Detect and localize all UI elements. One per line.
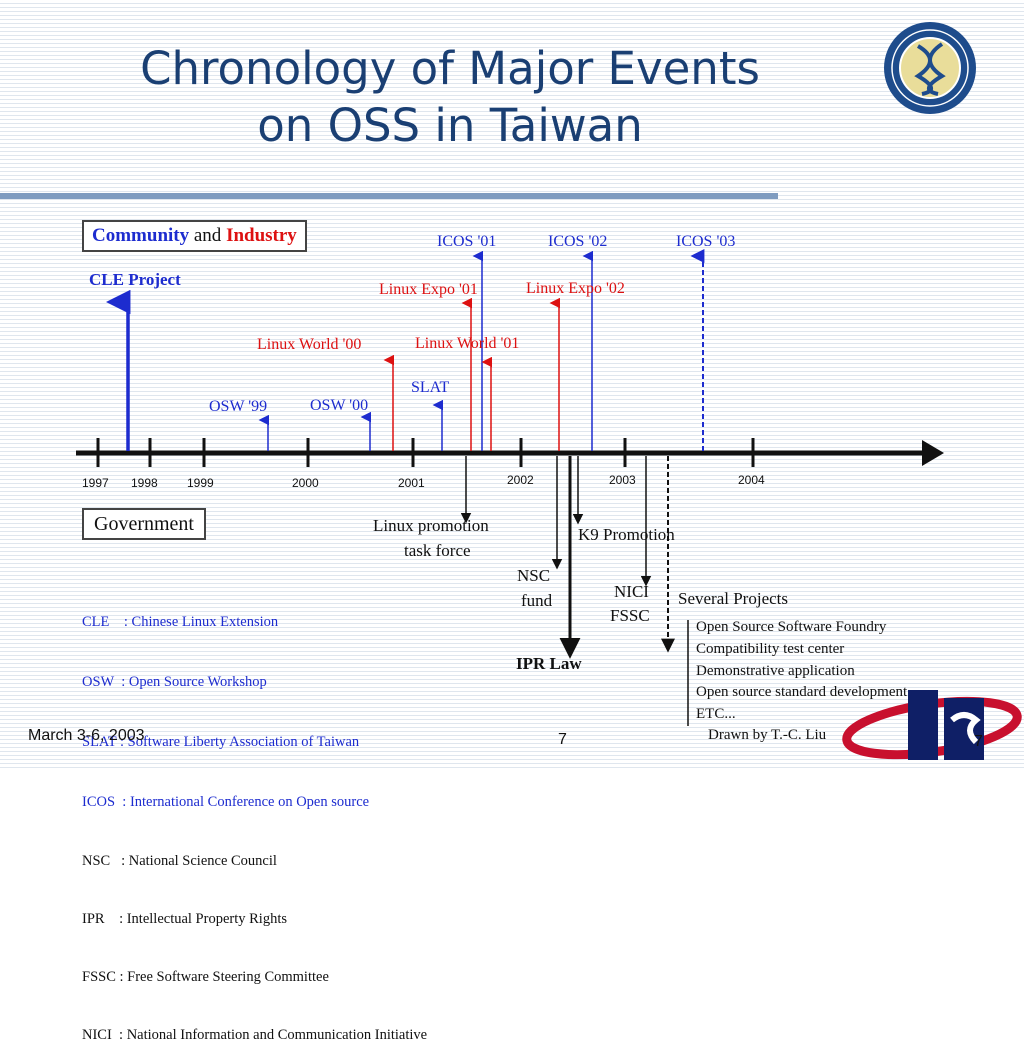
timeline-arrowhead: [922, 440, 944, 466]
icos03-label: ICOS '03: [676, 233, 735, 250]
project-item: Compatibility test center: [696, 641, 844, 657]
government-box: Government: [82, 508, 206, 540]
several-projects-label: Several Projects: [678, 589, 788, 608]
linux-promotion-label-1: Linux promotion: [373, 516, 489, 535]
glossary-entry: ICOS : International Conference on Open …: [82, 794, 370, 810]
fund-label: fund: [521, 591, 553, 610]
linux-promotion-label-2: task force: [404, 541, 471, 560]
logo-page-number: 7: [974, 733, 983, 750]
striped-background: [0, 0, 1024, 768]
slide-title: Chronology of Major Events on OSS in Tai…: [40, 40, 860, 154]
abbreviation-glossary: CLE : Chinese Linux Extension OSW : Open…: [82, 572, 427, 1064]
glossary-entry: OSW : Open Source Workshop: [82, 674, 267, 690]
footer-date: March 3-6, 2003: [28, 727, 145, 744]
title-divider: [0, 193, 778, 199]
fssc-label: FSSC: [610, 606, 650, 625]
project-item: Demonstrative application: [696, 663, 855, 679]
year-ticks: [96, 438, 755, 467]
year-label-2000: 2000: [292, 476, 319, 490]
title-line-2: on OSS in Taiwan: [257, 99, 643, 152]
community-industry-box: Community and Industry: [82, 220, 307, 252]
and-label: and: [193, 225, 222, 246]
linux-expo-01-label: Linux Expo '01: [379, 281, 478, 298]
government-label: Government: [94, 513, 194, 535]
osw99-label: OSW '99: [209, 398, 267, 415]
project-item: Open source standard development: [696, 684, 908, 700]
year-label-1999: 1999: [187, 476, 214, 490]
nici-label: NICI: [614, 582, 649, 601]
glossary-entry: FSSC : Free Software Steering Committee: [82, 969, 329, 985]
industry-label: Industry: [226, 225, 297, 246]
glossary-entry: CLE : Chinese Linux Extension: [82, 614, 279, 630]
osw00-label: OSW '00: [310, 397, 368, 414]
year-label-1997: 1997: [82, 476, 109, 490]
icos02-label: ICOS '02: [548, 233, 607, 250]
project-item: ETC...: [696, 706, 736, 722]
year-label-2003: 2003: [609, 473, 636, 487]
iis-logo-icon: 7: [842, 690, 1022, 760]
timeline-diagram: 1997 1998 1999 2000 2001 2002 2003 2004 …: [76, 233, 944, 726]
glossary-entry: SLAT : Software Liberty Association of T…: [82, 734, 360, 750]
year-label-2002: 2002: [507, 473, 534, 487]
k9-promotion-label: K9 Promotion: [578, 525, 675, 544]
linux-world-00-label: Linux World '00: [257, 336, 361, 353]
academia-sinica-seal-icon: [884, 22, 976, 114]
glossary-entry: NICI : National Information and Communic…: [82, 1027, 428, 1043]
footer-credit: Drawn by T.-C. Liu: [708, 727, 827, 743]
glossary-entry: NSC : National Science Council: [82, 853, 277, 869]
community-label: Community: [92, 225, 190, 246]
glossary-entry: IPR : Intellectual Property Rights: [82, 911, 287, 927]
year-label-1998: 1998: [131, 476, 158, 490]
cle-project-label: CLE Project: [89, 270, 181, 289]
title-line-1: Chronology of Major Events: [140, 42, 760, 95]
linux-expo-02-label: Linux Expo '02: [526, 280, 625, 297]
nsc-label: NSC: [517, 566, 550, 585]
project-item: Open Source Software Foundry: [696, 619, 887, 635]
footer-page-number: 7: [558, 731, 567, 748]
slat-label: SLAT: [411, 379, 449, 396]
linux-world-01-label: Linux World '01: [415, 335, 519, 352]
year-label-2001: 2001: [398, 476, 425, 490]
icos01-label: ICOS '01: [437, 233, 496, 250]
ipr-law-label: IPR Law: [516, 654, 582, 673]
year-label-2004: 2004: [738, 473, 765, 487]
